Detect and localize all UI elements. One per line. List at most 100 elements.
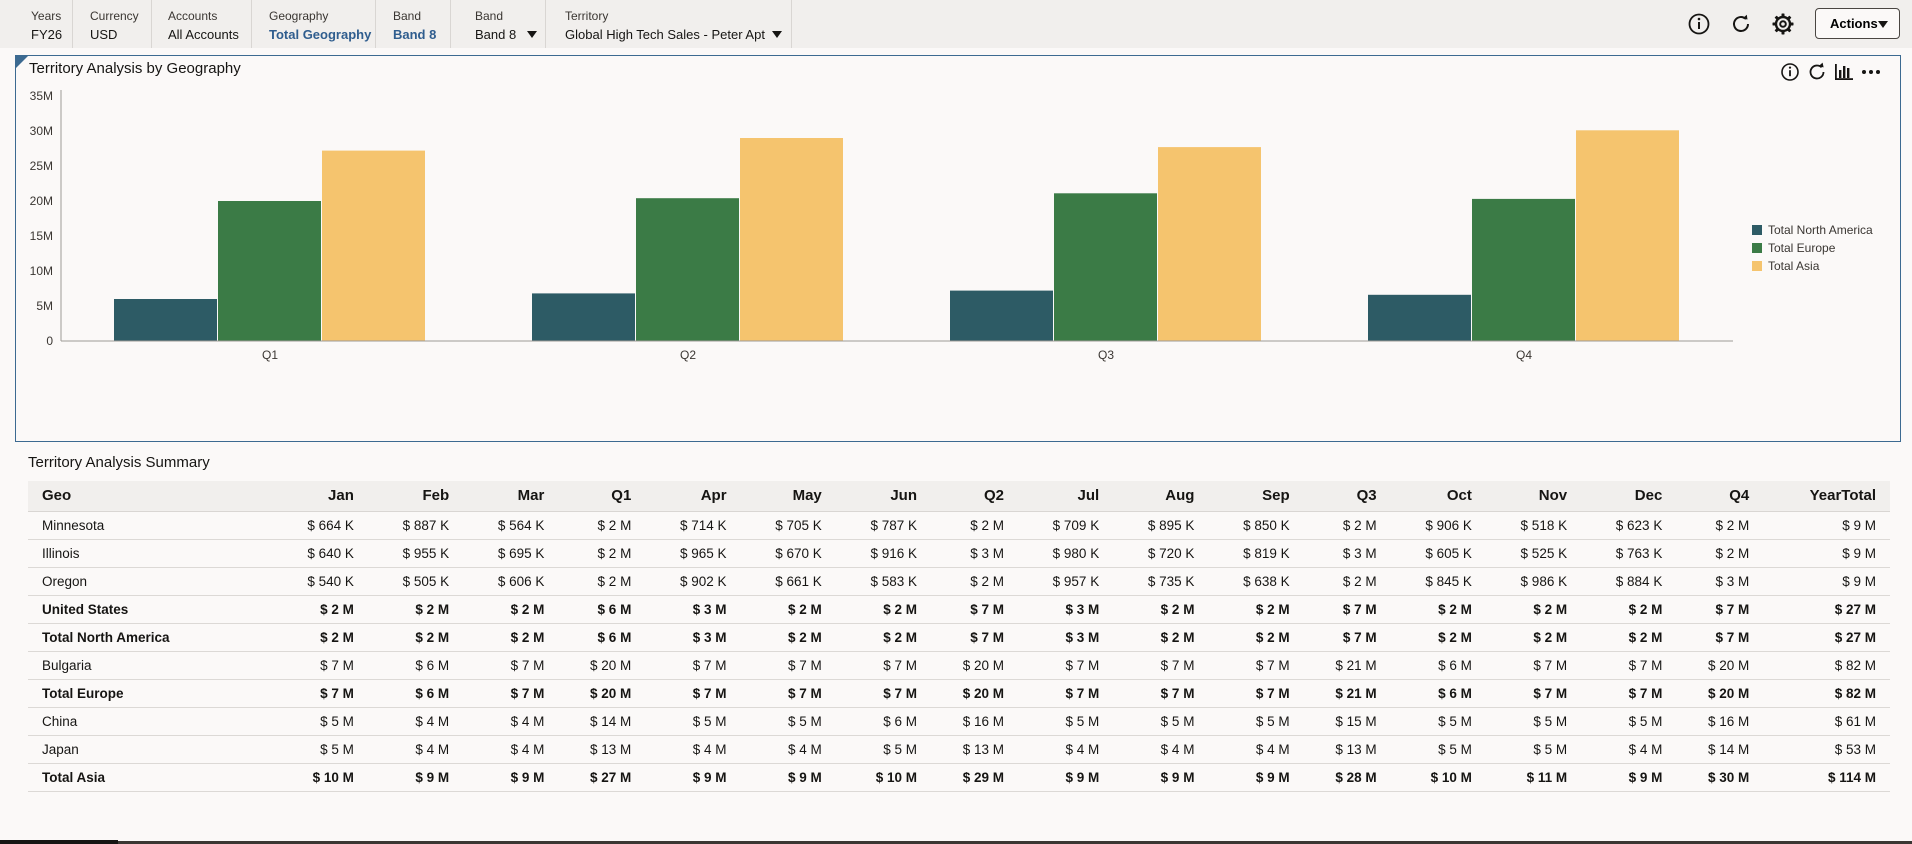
- bar[interactable]: [740, 138, 843, 341]
- table-cell[interactable]: $ 4 M: [463, 707, 559, 736]
- bar[interactable]: [532, 293, 635, 341]
- table-cell[interactable]: $ 53 M: [1763, 735, 1890, 764]
- table-cell[interactable]: $ 906 K: [1390, 511, 1486, 540]
- table-cell[interactable]: $ 7 M: [1676, 623, 1764, 652]
- chevron-down-icon[interactable]: [772, 31, 782, 38]
- table-cell[interactable]: $ 7 M: [1676, 595, 1764, 624]
- pov-band-dropdown[interactable]: Band Band 8: [475, 0, 546, 48]
- table-cell[interactable]: $ 4 M: [1208, 735, 1304, 764]
- bar[interactable]: [114, 299, 217, 341]
- table-cell[interactable]: $ 2 M: [1485, 595, 1582, 624]
- table-cell[interactable]: $ 955 K: [367, 539, 464, 568]
- table-cell[interactable]: $ 2 M: [1208, 595, 1304, 624]
- table-cell[interactable]: $ 2 M: [1303, 511, 1391, 540]
- table-cell[interactable]: $ 850 K: [1208, 511, 1304, 540]
- table-cell[interactable]: $ 2 M: [558, 567, 646, 596]
- table-cell[interactable]: $ 7 M: [463, 651, 559, 680]
- table-cell[interactable]: $ 605 K: [1390, 539, 1486, 568]
- table-cell[interactable]: $ 606 K: [463, 567, 559, 596]
- table-cell[interactable]: $ 27 M: [1763, 595, 1890, 624]
- table-cell[interactable]: $ 986 K: [1485, 567, 1582, 596]
- table-cell[interactable]: $ 2 M: [1581, 595, 1677, 624]
- table-cell[interactable]: $ 623 K: [1581, 511, 1677, 540]
- table-cell[interactable]: $ 845 K: [1390, 567, 1486, 596]
- table-cell[interactable]: $ 695 K: [463, 539, 559, 568]
- info-icon[interactable]: [1779, 61, 1801, 83]
- bar[interactable]: [1054, 193, 1157, 341]
- table-cell[interactable]: $ 2 M: [463, 623, 559, 652]
- table-cell[interactable]: $ 3 M: [931, 539, 1018, 568]
- table-cell[interactable]: $ 2 M: [835, 595, 932, 624]
- bar[interactable]: [322, 150, 425, 341]
- table-cell[interactable]: $ 763 K: [1581, 539, 1677, 568]
- table-cell[interactable]: $ 7 M: [1303, 595, 1391, 624]
- legend-label[interactable]: Total Europe: [1768, 241, 1836, 255]
- table-cell[interactable]: $ 5 M: [740, 707, 836, 736]
- table-cell[interactable]: $ 4 M: [1581, 735, 1677, 764]
- pov-accounts[interactable]: Accounts All Accounts: [168, 0, 252, 48]
- table-cell[interactable]: $ 2 M: [272, 623, 368, 652]
- table-cell[interactable]: $ 10 M: [835, 763, 932, 792]
- table-cell[interactable]: $ 2 M: [1390, 623, 1486, 652]
- table-cell[interactable]: $ 28 M: [1303, 763, 1391, 792]
- table-cell[interactable]: $ 7 M: [463, 679, 559, 708]
- gear-icon[interactable]: [1771, 12, 1795, 36]
- table-cell[interactable]: $ 7 M: [1581, 679, 1677, 708]
- table-cell[interactable]: $ 5 M: [645, 707, 741, 736]
- chevron-down-icon[interactable]: [527, 31, 537, 38]
- table-cell[interactable]: $ 11 M: [1485, 763, 1582, 792]
- table-cell[interactable]: $ 20 M: [558, 679, 646, 708]
- table-cell[interactable]: $ 21 M: [1303, 651, 1391, 680]
- table-cell[interactable]: $ 583 K: [835, 567, 932, 596]
- table-cell[interactable]: $ 705 K: [740, 511, 836, 540]
- table-cell[interactable]: $ 2 M: [1113, 595, 1209, 624]
- table-cell[interactable]: $ 15 M: [1303, 707, 1391, 736]
- bar[interactable]: [1472, 198, 1575, 341]
- table-cell[interactable]: $ 895 K: [1113, 511, 1209, 540]
- table-cell[interactable]: $ 518 K: [1485, 511, 1582, 540]
- table-cell[interactable]: $ 114 M: [1763, 763, 1890, 792]
- more-options-icon[interactable]: [1860, 61, 1882, 83]
- table-cell[interactable]: $ 4 M: [367, 707, 464, 736]
- table-cell[interactable]: $ 9 M: [1763, 511, 1890, 540]
- table-cell[interactable]: $ 4 M: [740, 735, 836, 764]
- table-cell[interactable]: $ 5 M: [1390, 707, 1486, 736]
- pov-currency[interactable]: Currency USD: [90, 0, 152, 48]
- table-cell[interactable]: $ 7 M: [645, 679, 741, 708]
- table-cell[interactable]: $ 7 M: [1581, 651, 1677, 680]
- table-cell[interactable]: $ 4 M: [1113, 735, 1209, 764]
- actions-button[interactable]: Actions: [1815, 8, 1900, 39]
- table-cell[interactable]: $ 965 K: [645, 539, 741, 568]
- table-cell[interactable]: $ 2 M: [740, 595, 836, 624]
- table-cell[interactable]: $ 7 M: [1017, 651, 1114, 680]
- table-cell[interactable]: $ 4 M: [463, 735, 559, 764]
- table-cell[interactable]: $ 61 M: [1763, 707, 1890, 736]
- pov-value[interactable]: FY26: [31, 27, 63, 42]
- table-cell[interactable]: $ 82 M: [1763, 651, 1890, 680]
- pov-band-link[interactable]: Band Band 8: [393, 0, 451, 48]
- table-cell[interactable]: $ 2 M: [1113, 623, 1209, 652]
- table-cell[interactable]: $ 5 M: [835, 735, 932, 764]
- table-cell[interactable]: $ 525 K: [1485, 539, 1582, 568]
- table-cell[interactable]: $ 640 K: [272, 539, 368, 568]
- table-cell[interactable]: $ 5 M: [1208, 707, 1304, 736]
- table-cell[interactable]: $ 7 M: [272, 679, 368, 708]
- table-cell[interactable]: $ 7 M: [1485, 651, 1582, 680]
- table-cell[interactable]: $ 7 M: [931, 595, 1018, 624]
- table-cell[interactable]: $ 887 K: [367, 511, 464, 540]
- table-cell[interactable]: $ 7 M: [740, 679, 836, 708]
- table-cell[interactable]: $ 7 M: [1208, 651, 1304, 680]
- table-cell[interactable]: $ 7 M: [740, 651, 836, 680]
- table-cell[interactable]: $ 2 M: [1390, 595, 1486, 624]
- table-cell[interactable]: $ 540 K: [272, 567, 368, 596]
- table-cell[interactable]: $ 30 M: [1676, 763, 1764, 792]
- refresh-icon[interactable]: [1729, 12, 1753, 36]
- table-cell[interactable]: $ 7 M: [931, 623, 1018, 652]
- table-cell[interactable]: $ 819 K: [1208, 539, 1304, 568]
- table-cell[interactable]: $ 2 M: [367, 595, 464, 624]
- table-cell[interactable]: $ 16 M: [931, 707, 1018, 736]
- table-cell[interactable]: $ 5 M: [272, 707, 368, 736]
- table-cell[interactable]: $ 20 M: [931, 651, 1018, 680]
- table-cell[interactable]: $ 2 M: [1208, 623, 1304, 652]
- table-cell[interactable]: $ 2 M: [367, 623, 464, 652]
